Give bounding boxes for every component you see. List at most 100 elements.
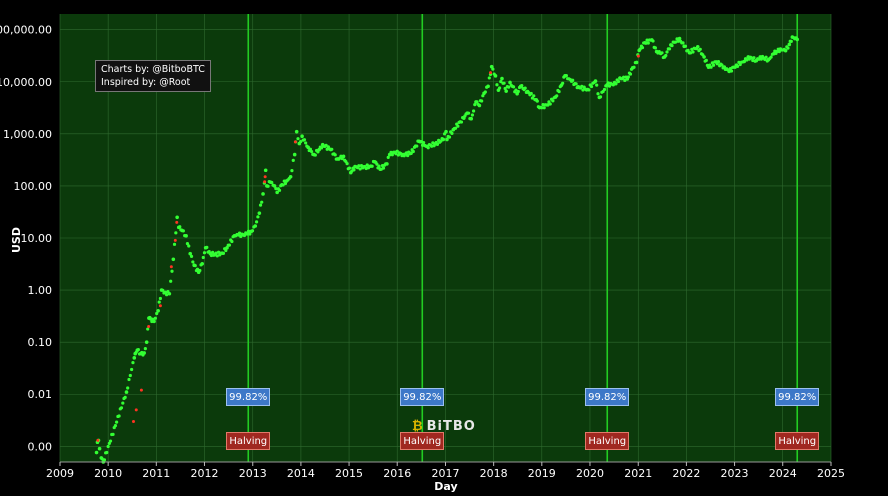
price-point — [653, 46, 658, 50]
halving-percent-badge[interactable]: 99.82% — [775, 388, 820, 406]
price-point — [607, 84, 612, 88]
price-point — [306, 145, 310, 150]
price-point — [406, 153, 410, 158]
price-point — [426, 146, 430, 150]
price-point — [395, 149, 399, 153]
y-tick-label: 100,000.00 — [0, 24, 52, 37]
price-point — [491, 67, 495, 71]
price-point — [511, 85, 516, 89]
x-tick-label: 2010 — [94, 467, 122, 480]
price-point — [193, 264, 197, 268]
price-point — [487, 76, 491, 80]
price-point — [357, 164, 361, 168]
price-point — [557, 89, 561, 94]
price-point — [102, 458, 107, 462]
price-points — [94, 35, 800, 464]
price-point — [345, 162, 349, 166]
price-point — [157, 300, 161, 304]
price-point — [152, 319, 156, 324]
price-point — [593, 79, 598, 83]
price-point — [545, 103, 550, 107]
x-tick-label: 2018 — [480, 467, 508, 480]
price-point — [787, 42, 792, 47]
price-point — [178, 225, 182, 229]
halving-percent-badge[interactable]: 99.82% — [226, 388, 271, 406]
price-point — [720, 63, 724, 67]
price-point — [786, 46, 790, 50]
halving-label-badge[interactable]: Halving — [585, 432, 630, 450]
high-point — [131, 419, 135, 423]
price-point — [548, 102, 552, 106]
price-point — [175, 215, 179, 220]
price-point — [258, 203, 263, 207]
price-point — [602, 87, 607, 92]
price-point — [616, 79, 621, 84]
price-point — [230, 239, 234, 244]
x-tick-label: 2023 — [721, 467, 749, 480]
price-point — [117, 414, 121, 418]
price-point — [107, 441, 111, 446]
y-tick-label: 0.10 — [28, 336, 53, 349]
price-point — [128, 373, 132, 378]
price-point — [181, 229, 185, 233]
price-point — [514, 88, 518, 92]
high-point — [139, 388, 143, 392]
price-point — [480, 99, 484, 103]
price-point — [540, 106, 544, 110]
price-point — [497, 86, 502, 90]
price-point — [777, 50, 781, 54]
x-tick-label: 2025 — [817, 467, 845, 480]
price-point — [704, 58, 708, 62]
halving-label-badge[interactable]: Halving — [226, 432, 271, 450]
price-point — [174, 231, 178, 235]
price-point — [551, 99, 555, 103]
price-point — [172, 242, 177, 246]
price-point — [111, 432, 115, 436]
price-point — [256, 215, 260, 219]
price-point — [486, 84, 490, 89]
high-point — [175, 220, 179, 224]
price-point — [296, 137, 300, 141]
price-point — [626, 75, 630, 79]
price-point — [670, 44, 674, 48]
credit-charts-by: Charts by: @BitboBTC — [101, 64, 205, 75]
price-point — [473, 102, 477, 107]
halving-label-badge[interactable]: Halving — [775, 432, 820, 450]
price-point — [347, 166, 352, 170]
price-point — [370, 164, 374, 168]
price-point — [185, 242, 190, 246]
price-point — [435, 142, 440, 146]
price-point — [324, 143, 328, 147]
price-point — [325, 147, 329, 151]
price-point — [634, 60, 639, 65]
price-point — [660, 51, 664, 55]
price-point — [614, 81, 618, 86]
halving-percent-badge[interactable]: 99.82% — [400, 388, 445, 406]
high-point — [263, 180, 267, 184]
price-point — [198, 268, 202, 273]
price-point — [164, 293, 169, 297]
price-point — [475, 100, 479, 104]
price-point — [119, 406, 124, 410]
price-point — [260, 200, 264, 204]
price-point — [156, 309, 160, 313]
price-point — [516, 89, 520, 94]
price-point — [300, 134, 304, 139]
x-tick-label: 2017 — [432, 467, 460, 480]
price-point — [523, 86, 527, 90]
price-point — [292, 152, 297, 157]
halving-label-badge[interactable]: Halving — [400, 432, 445, 450]
price-point — [564, 73, 568, 78]
halving-percent-badge[interactable]: 99.82% — [585, 388, 630, 406]
price-point — [535, 99, 539, 103]
price-point — [738, 62, 742, 67]
price-point — [789, 39, 793, 43]
price-point — [313, 153, 317, 157]
price-point — [242, 233, 247, 238]
price-point — [167, 291, 172, 296]
credits-box: Charts by: @BitboBTC Inspired by: @Root — [95, 60, 211, 92]
high-point — [169, 265, 173, 269]
price-point — [108, 439, 113, 443]
price-point — [542, 106, 546, 110]
price-point — [667, 47, 672, 51]
